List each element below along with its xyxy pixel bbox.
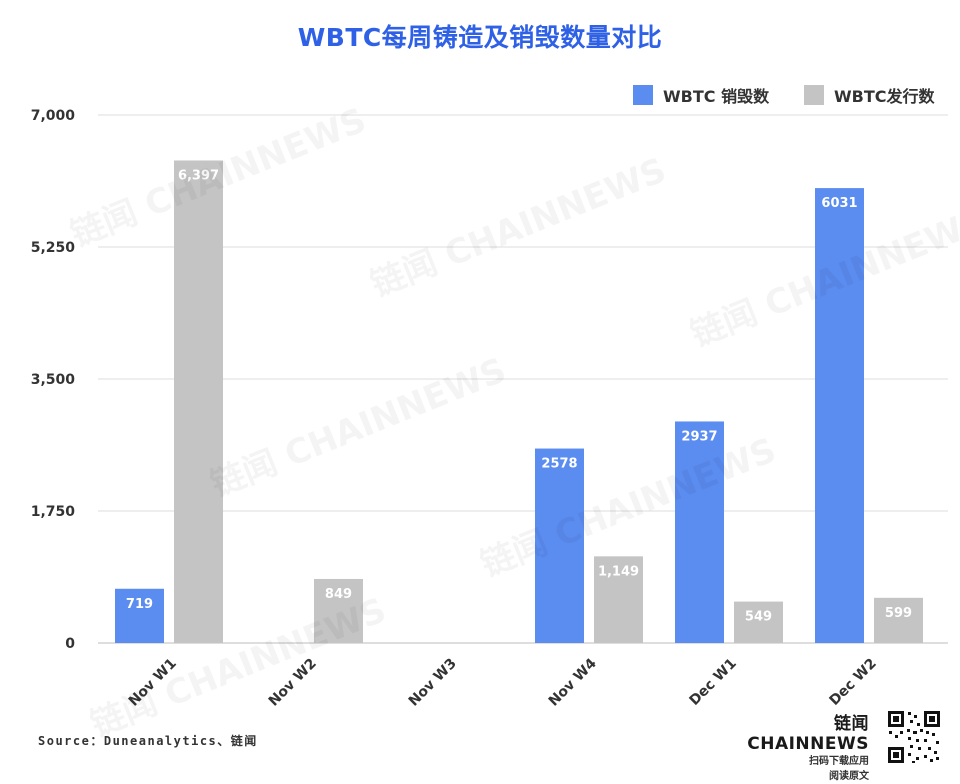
bar-value-label: 549	[745, 610, 772, 625]
chart-title: WBTC每周铸造及销毁数量对比	[297, 23, 663, 52]
bar	[594, 556, 643, 643]
bar-value-label: 599	[885, 606, 912, 621]
bar	[115, 588, 164, 643]
y-tick-label: 5,250	[31, 240, 76, 256]
bar-value-label: 1,149	[598, 564, 639, 579]
x-tick-label: Nov W3	[406, 656, 460, 710]
bar	[815, 188, 864, 644]
bar-value-label: 2578	[541, 457, 577, 472]
bar	[314, 578, 363, 643]
brand-line-2: 阅读原文	[829, 771, 869, 782]
source-note: Source：Duneanalytics、链闻	[38, 734, 258, 748]
bar-value-label: 2937	[681, 429, 717, 444]
legend-label-burn: WBTC 销毁数	[663, 87, 770, 106]
bar-value-label: 849	[325, 587, 352, 602]
brand-block: 链闻 CHAINNEWS 扫码下载应用 阅读原文	[745, 709, 869, 784]
x-tick-label: Nov W1	[126, 656, 180, 710]
y-tick-label: 0	[65, 636, 75, 652]
x-tick-label: Nov W2	[266, 656, 320, 710]
bar	[174, 160, 223, 643]
bar-value-label: 6031	[821, 196, 857, 211]
bar-value-label: 6,397	[178, 168, 219, 183]
x-tick-label: Nov W4	[546, 655, 600, 709]
legend-swatch-mint	[804, 85, 824, 105]
legend-item-burn: WBTC 销毁数	[633, 84, 769, 106]
x-tick-label: Dec W1	[686, 656, 739, 709]
bar	[535, 448, 584, 643]
bar	[874, 597, 923, 643]
y-tick-label: 1,750	[31, 504, 76, 520]
bar	[675, 421, 724, 643]
legend-swatch-burn	[633, 85, 653, 105]
brand-line-1: 扫码下载应用	[809, 756, 869, 767]
x-tick-label: Dec W2	[826, 656, 879, 709]
bar-value-label: 719	[126, 597, 153, 612]
bar	[734, 601, 783, 643]
brand-name: 链闻 CHAINNEWS	[747, 714, 869, 754]
legend-label-mint: WBTC发行数	[834, 87, 935, 106]
qr-code-icon	[886, 709, 942, 765]
y-tick-label: 7,000	[31, 108, 76, 124]
legend-item-mint: WBTC发行数	[804, 84, 935, 106]
y-tick-label: 3,500	[31, 372, 76, 388]
